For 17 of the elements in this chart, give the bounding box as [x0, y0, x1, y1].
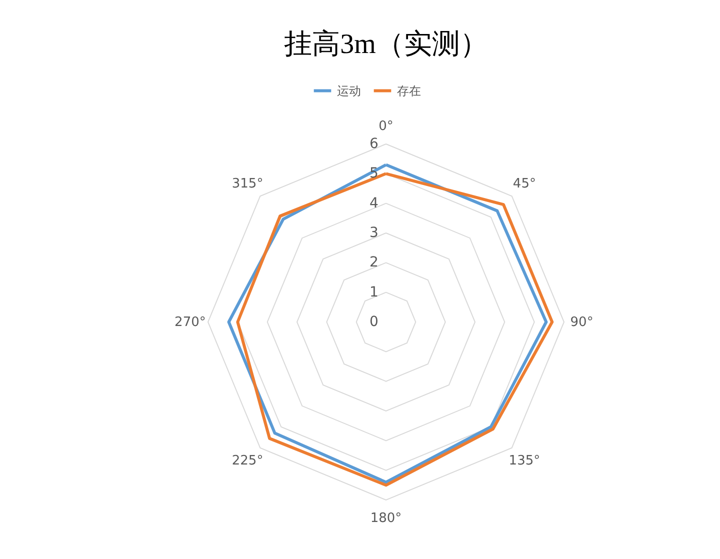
- spoke-label: 135°: [508, 453, 540, 468]
- spoke-label: 90°: [570, 315, 594, 330]
- y-tick-label: 6: [370, 136, 379, 152]
- chart-title: 挂高3m（实测）: [284, 29, 488, 60]
- y-tick-label: 1: [370, 284, 378, 300]
- y-tick-label: 4: [370, 195, 379, 212]
- spoke-label: 270°: [174, 315, 206, 330]
- legend-label: 存在: [397, 84, 421, 98]
- y-tick-label: 3: [370, 225, 378, 241]
- spoke-label: 225°: [232, 453, 264, 468]
- legend-label: 运动: [337, 84, 361, 98]
- y-tick-label: 0: [370, 314, 378, 330]
- y-tick-label: 2: [370, 254, 378, 271]
- spoke-label: 180°: [370, 510, 402, 526]
- spoke-label: 45°: [512, 176, 536, 192]
- spoke-label: 315°: [232, 176, 264, 192]
- spoke-label: 0°: [378, 119, 394, 134]
